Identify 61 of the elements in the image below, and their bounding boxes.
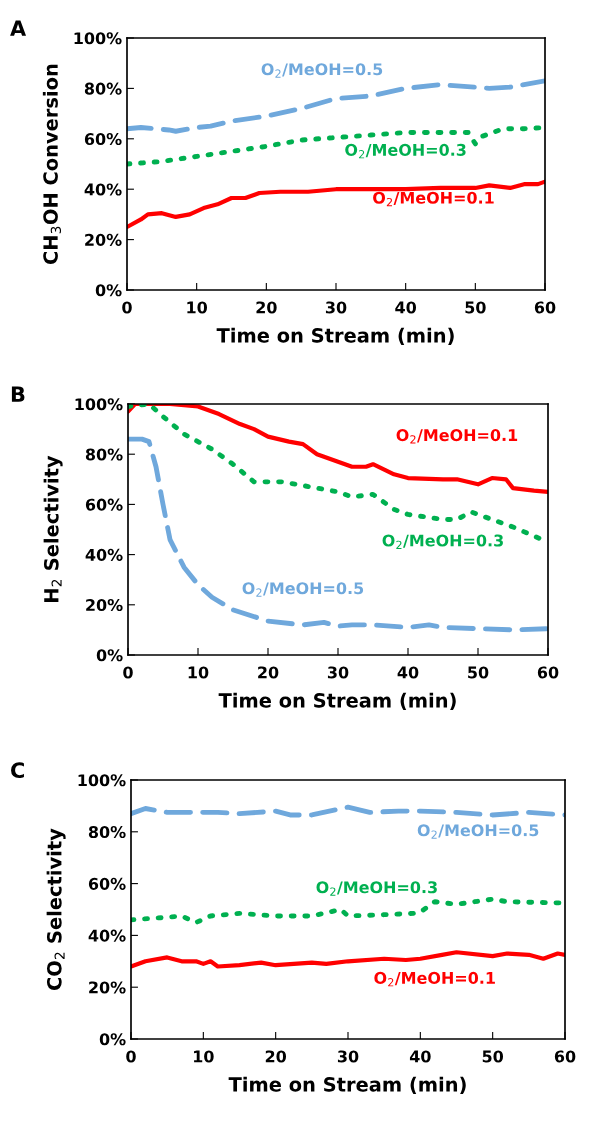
y-tick-label: 80%: [84, 82, 122, 95]
series-label: O$_{2}$/MeOH=0.5: [261, 63, 383, 78]
series-label: O$_{2}$/MeOH=0.1: [374, 971, 495, 987]
x-tick-label: 30: [325, 301, 347, 314]
x-tick-label: 0: [122, 301, 132, 314]
x-tick-label: 30: [327, 666, 349, 679]
y-axis-title: H$_{2}$ Selectivity: [43, 455, 63, 602]
x-tick-label: 40: [395, 301, 417, 314]
line-series: [127, 179, 545, 230]
x-tick-label: 20: [265, 1050, 287, 1063]
y-tick-label: 0%: [96, 649, 123, 662]
y-tick-label: 40%: [85, 548, 123, 561]
y-tick-label: 80%: [88, 826, 126, 839]
line-series: [131, 804, 565, 818]
x-tick-label: 20: [258, 666, 279, 679]
chart-title: B: [11, 386, 25, 402]
x-tick-label: 60: [537, 666, 559, 679]
chart-title: C: [11, 762, 24, 779]
y-tick-label: 100%: [75, 398, 123, 411]
chart-title: A: [10, 20, 27, 36]
x-tick-label: 50: [468, 666, 489, 679]
y-tick-label: 60%: [88, 877, 126, 890]
y-tick-label: 20%: [86, 599, 123, 612]
x-tick-label: 60: [534, 301, 556, 314]
series-label: O$_{2}$/MeOH=0.3: [382, 534, 503, 549]
series-label: O$_{2}$/MeOH=0.3: [316, 881, 437, 896]
x-axis-title: Time on Stream (min): [216, 327, 454, 346]
series-label: O$_{2}$/MeOH=0.5: [242, 582, 364, 597]
y-tick-label: 20%: [89, 981, 126, 994]
series-label: O$_{2}$/MeOH=0.1: [373, 191, 494, 207]
y-tick-label: 20%: [85, 233, 122, 246]
line-series: [131, 950, 565, 969]
x-axis-title: Time on Stream (min): [228, 1076, 466, 1095]
x-tick-label: 10: [194, 1050, 214, 1063]
line-series: [127, 78, 545, 134]
y-tick-label: 60%: [84, 133, 122, 146]
x-tick-label: 20: [256, 301, 277, 314]
series-label: O$_{2}$/MeOH=0.5: [417, 824, 539, 839]
y-axis-title: CH$_{3}$OH Conversion: [42, 64, 62, 265]
x-tick-label: 0: [123, 666, 133, 679]
x-tick-label: 40: [397, 666, 419, 679]
x-tick-label: 0: [126, 1050, 136, 1063]
y-tick-label: 40%: [84, 183, 122, 196]
y-tick-label: 0%: [95, 284, 122, 297]
x-tick-label: 60: [554, 1050, 576, 1063]
y-tick-label: 60%: [85, 498, 123, 511]
y-tick-label: 0%: [99, 1033, 126, 1046]
x-tick-label: 50: [482, 1050, 504, 1063]
x-tick-label: 50: [465, 301, 486, 314]
x-tick-label: 30: [337, 1050, 359, 1063]
x-axis-title: Time on Stream (min): [218, 692, 456, 711]
y-axis-title: CO$_{2}$ Selectivity: [46, 828, 66, 990]
y-tick-label: 40%: [88, 929, 126, 942]
x-tick-label: 10: [188, 666, 209, 679]
y-tick-label: 80%: [85, 448, 123, 461]
series-label: O$_{2}$/MeOH=0.3: [345, 143, 466, 159]
series-label: O$_{2}$/MeOH=0.1: [396, 429, 518, 444]
y-tick-label: 100%: [74, 32, 122, 45]
x-tick-label: 10: [187, 301, 208, 314]
x-tick-label: 40: [409, 1050, 431, 1063]
y-tick-label: 100%: [78, 774, 126, 787]
